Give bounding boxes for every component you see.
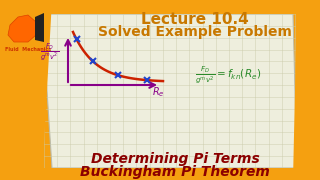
- Polygon shape: [8, 15, 36, 42]
- Text: $\frac{F_D}{g^m v^2}$: $\frac{F_D}{g^m v^2}$: [40, 41, 60, 63]
- Text: $\frac{F_D}{g^m v^2} = f_{kn}(R_e)$: $\frac{F_D}{g^m v^2} = f_{kn}(R_e)$: [195, 64, 261, 86]
- Text: Determining Pi Terms: Determining Pi Terms: [91, 152, 260, 166]
- Bar: [0, 168, 320, 180]
- Text: $R_e$: $R_e$: [152, 85, 164, 99]
- Polygon shape: [42, 14, 297, 168]
- Text: Buckingham Pi Theorem: Buckingham Pi Theorem: [80, 165, 270, 179]
- Polygon shape: [293, 0, 320, 180]
- Text: Lecture 10.4: Lecture 10.4: [141, 12, 249, 27]
- Text: Solved Example Problem: Solved Example Problem: [98, 25, 292, 39]
- Polygon shape: [0, 0, 52, 180]
- Bar: [0, 0, 320, 14]
- Text: Fluid  Mechanics: Fluid Mechanics: [5, 47, 51, 52]
- Polygon shape: [35, 13, 44, 42]
